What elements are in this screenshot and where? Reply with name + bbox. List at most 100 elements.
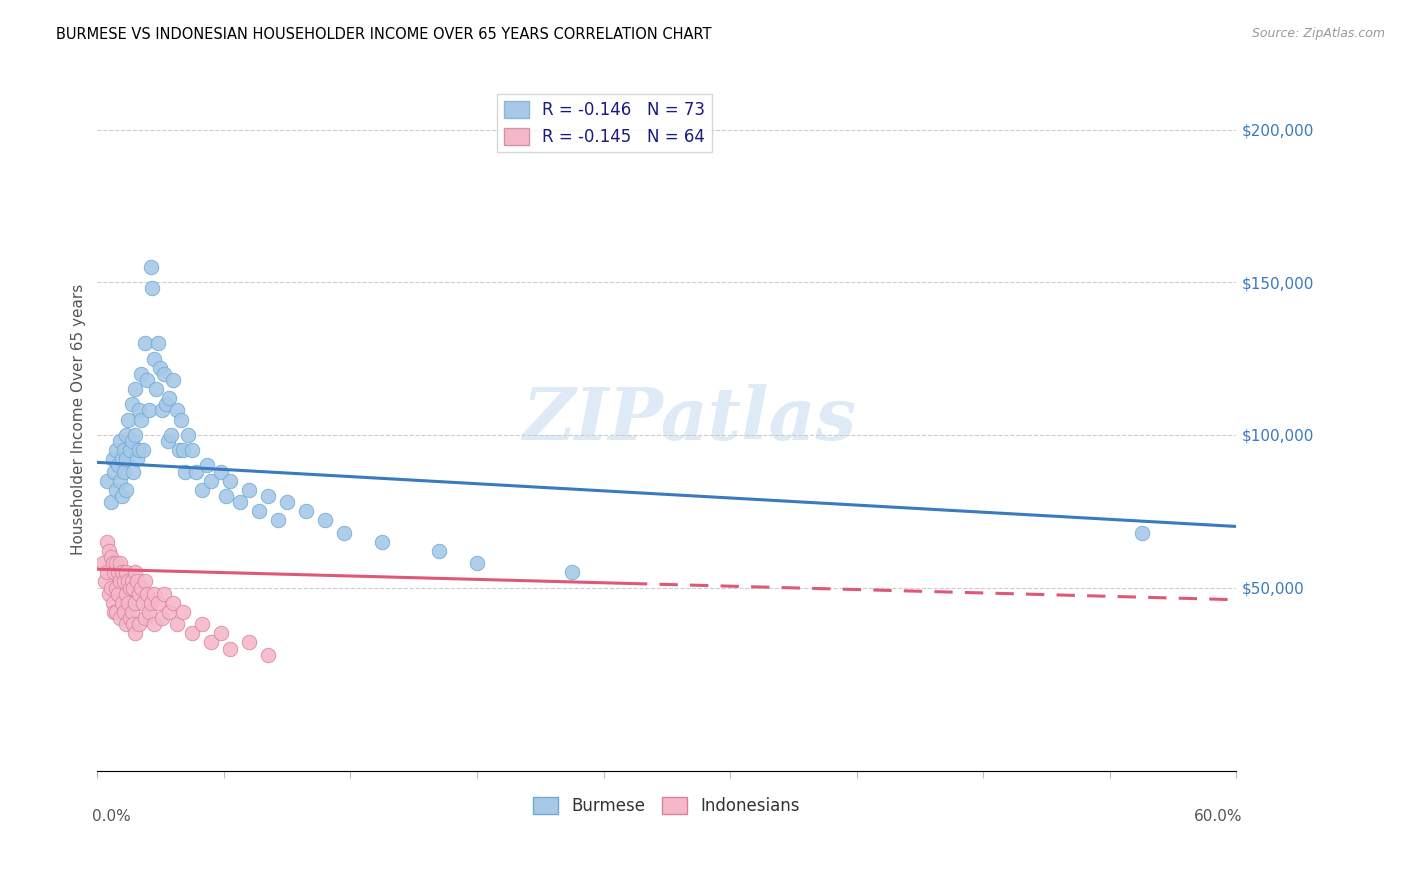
Point xyxy=(156,434,179,448)
Point xyxy=(128,443,150,458)
Text: BURMESE VS INDONESIAN HOUSEHOLDER INCOME OVER 65 YEARS CORRELATION CHART: BURMESE VS INDONESIAN HOUSEHOLDER INCOME… xyxy=(56,27,711,42)
Point xyxy=(105,581,128,595)
Point xyxy=(108,574,131,589)
Point xyxy=(159,605,181,619)
Point xyxy=(181,626,204,640)
Legend: Burmese, Indonesians: Burmese, Indonesians xyxy=(527,790,807,822)
Point xyxy=(257,489,280,503)
Text: Source: ZipAtlas.com: Source: ZipAtlas.com xyxy=(1251,27,1385,40)
Point xyxy=(1130,525,1153,540)
Point xyxy=(150,611,173,625)
Point xyxy=(238,635,260,649)
Point xyxy=(219,641,242,656)
Point xyxy=(94,574,117,589)
Point xyxy=(100,549,122,564)
Point xyxy=(134,336,156,351)
Point xyxy=(124,428,146,442)
Point xyxy=(101,556,124,570)
Point xyxy=(138,605,160,619)
Point xyxy=(139,260,162,274)
Point xyxy=(134,574,156,589)
Point xyxy=(128,617,150,632)
Point xyxy=(160,428,183,442)
Point xyxy=(117,412,139,426)
Point xyxy=(127,574,149,589)
Point xyxy=(209,465,232,479)
Point xyxy=(229,495,252,509)
Point xyxy=(146,336,169,351)
Point xyxy=(114,483,136,497)
Point xyxy=(112,465,135,479)
Point xyxy=(191,617,214,632)
Point xyxy=(128,403,150,417)
Point xyxy=(129,581,152,595)
Point xyxy=(135,587,157,601)
Point xyxy=(111,489,134,503)
Point xyxy=(155,397,177,411)
Point xyxy=(108,611,131,625)
Text: ZIPatlas: ZIPatlas xyxy=(523,384,856,455)
Point xyxy=(143,351,166,366)
Point xyxy=(145,382,167,396)
Point xyxy=(107,458,129,473)
Point xyxy=(132,596,155,610)
Point xyxy=(139,596,162,610)
Point xyxy=(121,434,143,448)
Point xyxy=(96,566,118,580)
Point xyxy=(427,544,450,558)
Point xyxy=(121,574,143,589)
Point xyxy=(159,391,181,405)
Point xyxy=(146,596,169,610)
Point xyxy=(117,574,139,589)
Point xyxy=(118,443,141,458)
Point xyxy=(96,534,118,549)
Text: 0.0%: 0.0% xyxy=(91,809,131,824)
Point xyxy=(114,428,136,442)
Point xyxy=(112,605,135,619)
Point xyxy=(172,443,194,458)
Point xyxy=(111,596,134,610)
Point xyxy=(111,452,134,467)
Point xyxy=(143,587,166,601)
Point xyxy=(561,566,583,580)
Point xyxy=(101,452,124,467)
Point xyxy=(209,626,232,640)
Point xyxy=(295,504,318,518)
Point xyxy=(135,373,157,387)
Point xyxy=(97,587,120,601)
Point xyxy=(170,412,193,426)
Point xyxy=(107,566,129,580)
Point xyxy=(173,465,195,479)
Point xyxy=(108,474,131,488)
Point xyxy=(101,596,124,610)
Point xyxy=(117,596,139,610)
Point xyxy=(103,605,125,619)
Point xyxy=(166,617,188,632)
Point xyxy=(122,581,145,595)
Point xyxy=(91,556,114,570)
Point xyxy=(114,566,136,580)
Point xyxy=(118,581,141,595)
Point xyxy=(128,587,150,601)
Point xyxy=(257,648,280,662)
Point xyxy=(100,495,122,509)
Point xyxy=(112,574,135,589)
Point xyxy=(162,596,184,610)
Point xyxy=(371,534,394,549)
Point xyxy=(247,504,270,518)
Point xyxy=(465,556,488,570)
Point xyxy=(215,489,238,503)
Point xyxy=(124,596,146,610)
Point xyxy=(121,605,143,619)
Point xyxy=(143,617,166,632)
Point xyxy=(129,367,152,381)
Point xyxy=(105,605,128,619)
Point xyxy=(141,281,163,295)
Point xyxy=(167,443,190,458)
Point xyxy=(121,397,143,411)
Point xyxy=(314,513,336,527)
Point xyxy=(127,452,149,467)
Point xyxy=(108,556,131,570)
Point xyxy=(103,465,125,479)
Point xyxy=(118,611,141,625)
